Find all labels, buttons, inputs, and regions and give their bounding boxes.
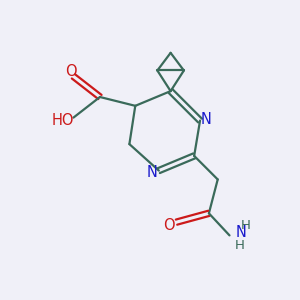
Text: H: H bbox=[241, 219, 250, 232]
Text: HO: HO bbox=[52, 113, 74, 128]
Text: H: H bbox=[235, 239, 245, 252]
Text: N: N bbox=[201, 112, 212, 127]
Text: O: O bbox=[65, 64, 76, 80]
Text: N: N bbox=[147, 165, 158, 180]
Text: N: N bbox=[236, 225, 246, 240]
Text: O: O bbox=[163, 218, 175, 232]
